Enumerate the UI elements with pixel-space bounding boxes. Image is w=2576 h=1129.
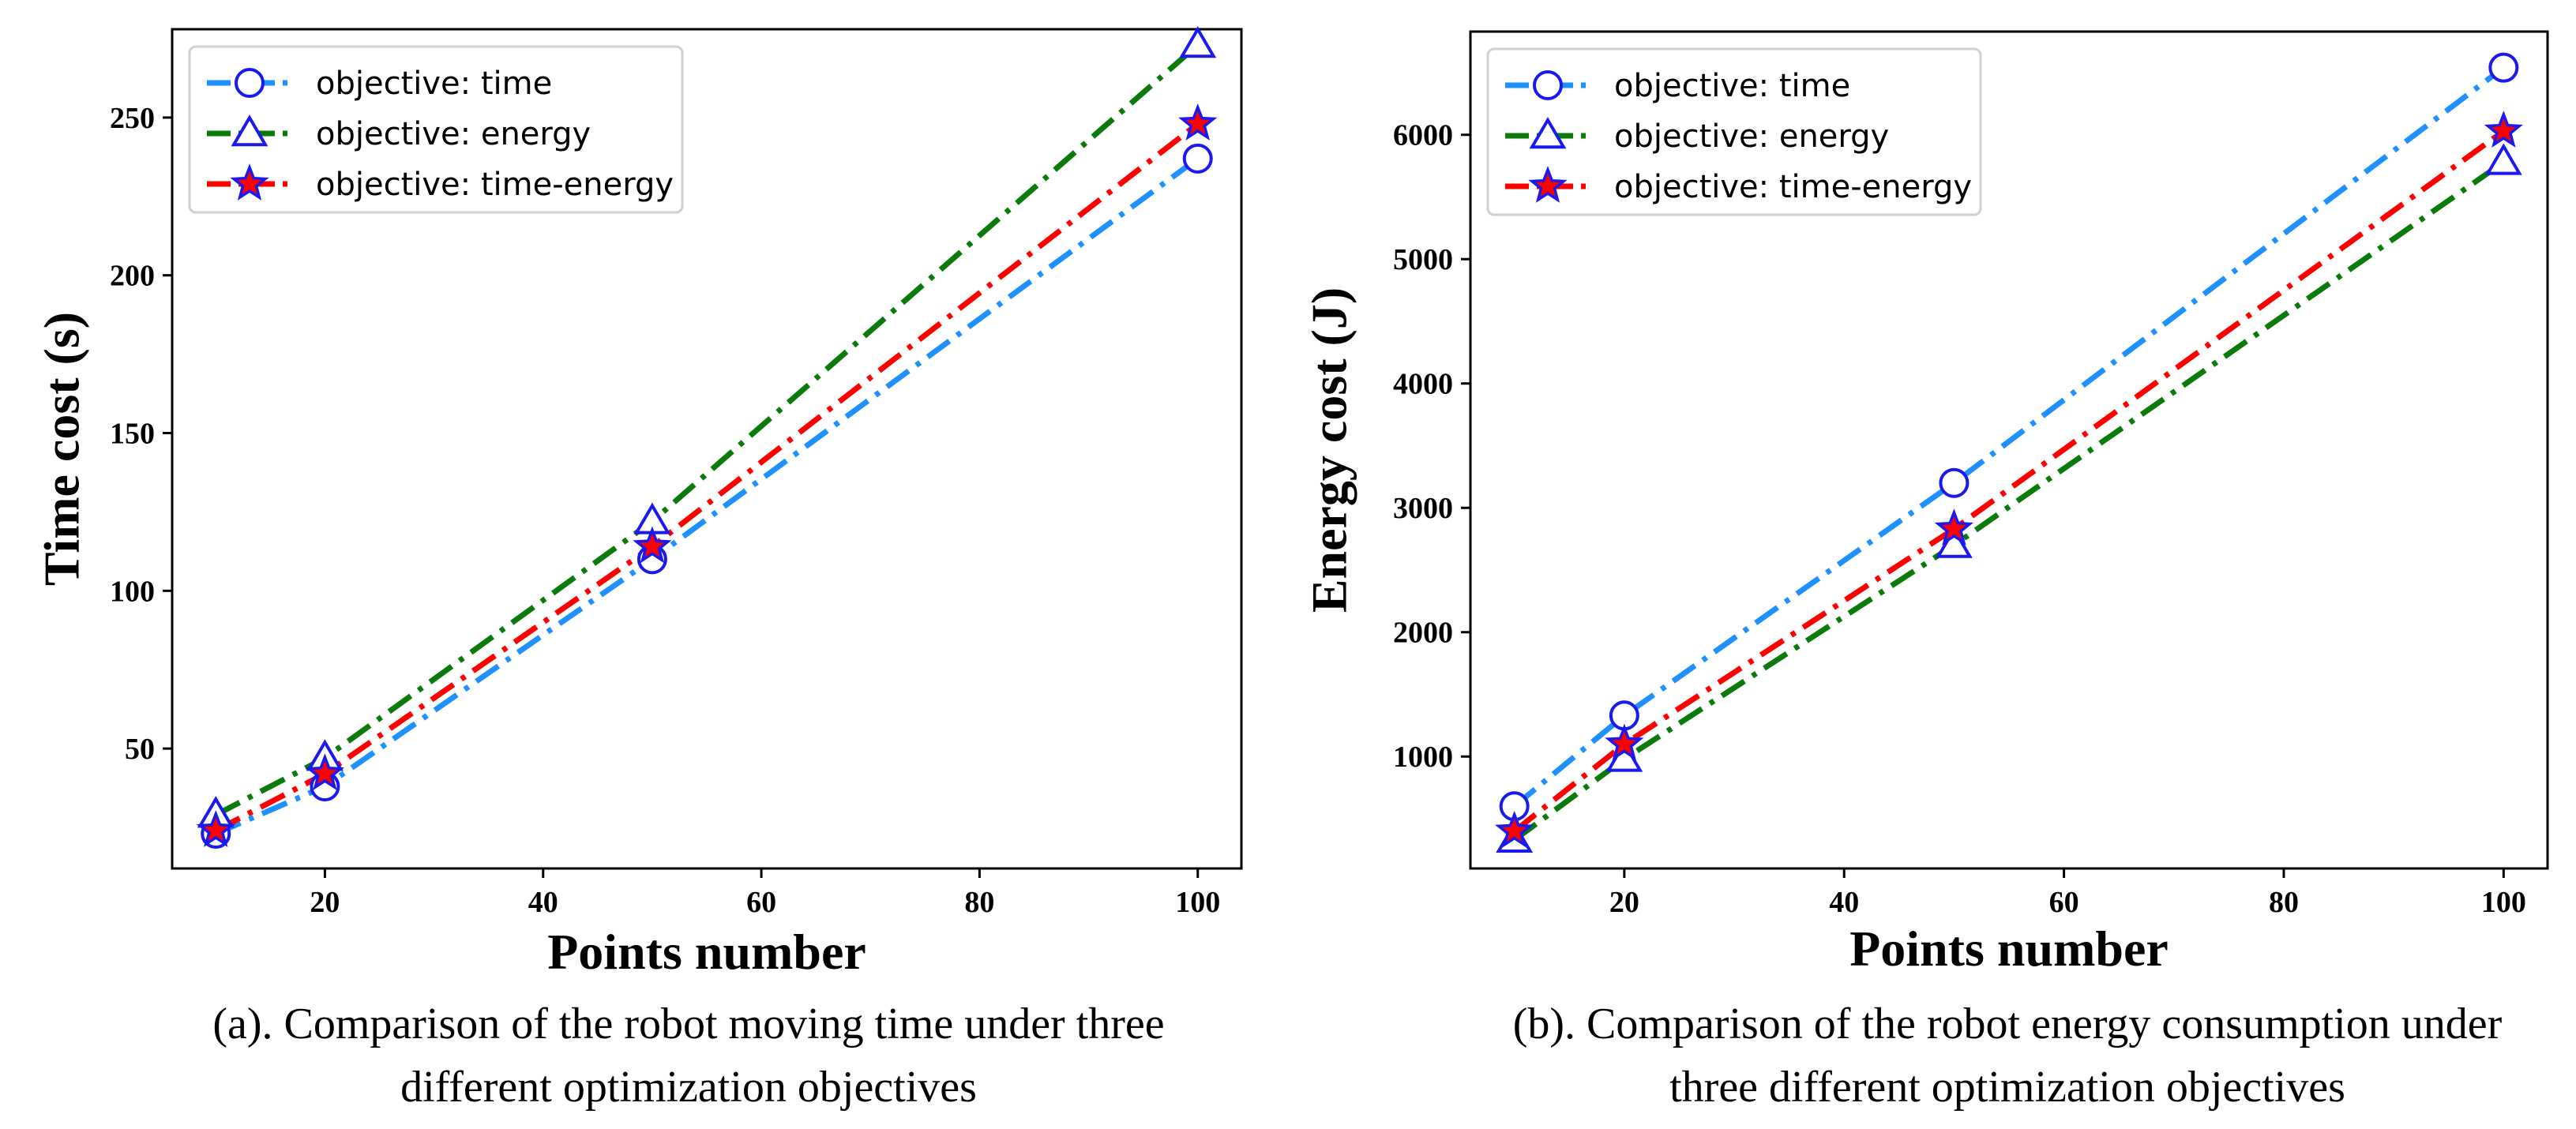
x-tick-label: 80 xyxy=(2269,886,2299,919)
chart-panel-b: 20 40 60 80 100 1000 2000 3000 4000 5000 6000 Point… xyxy=(1301,30,2549,1112)
y-tick-label: 50 xyxy=(125,733,155,766)
legend-marker-star xyxy=(1528,166,1568,203)
legend: objective: time objective: energy objectiv… xyxy=(1486,47,1982,216)
data-point-star xyxy=(633,526,672,564)
legend-label: objective: time-energy xyxy=(316,167,674,203)
legend-box xyxy=(1486,47,1982,216)
y-tick-label: 5000 xyxy=(1393,243,1453,276)
data-point-star xyxy=(305,753,345,791)
x-tick-label: 100 xyxy=(2481,886,2526,919)
x-tick-label: 60 xyxy=(746,886,776,919)
data-point-star xyxy=(1605,723,1644,761)
legend-label: objective: time xyxy=(316,66,552,102)
y-tick-label: 1000 xyxy=(1393,741,1453,774)
x-tick-label: 40 xyxy=(1829,886,1859,919)
data-point-circle xyxy=(1939,467,1970,498)
y-tick-label: 4000 xyxy=(1393,368,1453,401)
legend-box xyxy=(188,45,684,214)
y-tick-label: 2000 xyxy=(1393,617,1453,650)
legend: objective: time objective: energy objectiv… xyxy=(188,45,684,214)
data-point-star xyxy=(2484,111,2523,148)
series-line-triangle xyxy=(1512,159,2506,842)
caption-line-1: (a). Comparison of the robot moving time… xyxy=(212,1000,1164,1048)
series-line-circle xyxy=(1512,65,2506,808)
caption-line-1: (b). Comparison of the robot energy cons… xyxy=(1513,1000,2503,1048)
y-tick-label: 200 xyxy=(110,260,155,293)
caption-line-2: three different optimization objectives xyxy=(1669,1063,2345,1112)
x-axis-label: Points number xyxy=(547,924,866,980)
x-tick-label: 60 xyxy=(2049,886,2079,919)
y-tick-label: 100 xyxy=(110,575,155,608)
series-line-circle xyxy=(214,156,1200,837)
series-line-triangle xyxy=(214,43,1200,818)
legend-label: objective: energy xyxy=(1614,118,1889,155)
chart-panel-a: 20 40 60 80 100 50 100 150 200 250 Points number Ti… xyxy=(34,26,1243,1112)
legend-marker-triangle xyxy=(231,114,268,147)
y-axis-label: Energy cost (J) xyxy=(1301,287,1357,613)
data-point-star xyxy=(1495,810,1534,848)
legend-marker-triangle xyxy=(1529,117,1567,149)
caption-line-2: different optimization objectives xyxy=(400,1063,977,1112)
y-tick-label: 6000 xyxy=(1393,119,1453,152)
series-line-star xyxy=(1512,129,2506,834)
legend-label: objective: time xyxy=(1614,68,1850,104)
y-tick-label: 250 xyxy=(110,102,155,135)
data-point-circle xyxy=(1182,143,1213,174)
legend-label: objective: time-energy xyxy=(1614,169,1972,205)
x-axis-label: Points number xyxy=(1849,921,2169,977)
x-tick-label: 20 xyxy=(310,886,340,919)
data-point-star xyxy=(1178,103,1218,141)
data-point-triangle xyxy=(1179,26,1217,58)
y-tick-label: 3000 xyxy=(1393,492,1453,525)
x-tick-label: 100 xyxy=(1175,886,1220,919)
x-tick-label: 80 xyxy=(964,886,994,919)
legend-label: objective: energy xyxy=(316,116,591,152)
data-point-star xyxy=(1934,508,1974,546)
data-point-triangle xyxy=(2484,143,2522,175)
y-axis-label: Time cost (s) xyxy=(34,312,90,586)
legend-marker-circle xyxy=(1533,70,1563,100)
data-point-triangle xyxy=(1935,526,1973,558)
legend-marker-circle xyxy=(235,68,265,98)
x-tick-label: 40 xyxy=(528,886,558,919)
x-tick-label: 20 xyxy=(1609,886,1639,919)
data-point-circle xyxy=(2488,52,2519,83)
legend-marker-star xyxy=(230,163,269,201)
y-tick-label: 150 xyxy=(110,418,155,451)
series-line-star xyxy=(214,122,1200,834)
data-point-star xyxy=(196,810,235,847)
